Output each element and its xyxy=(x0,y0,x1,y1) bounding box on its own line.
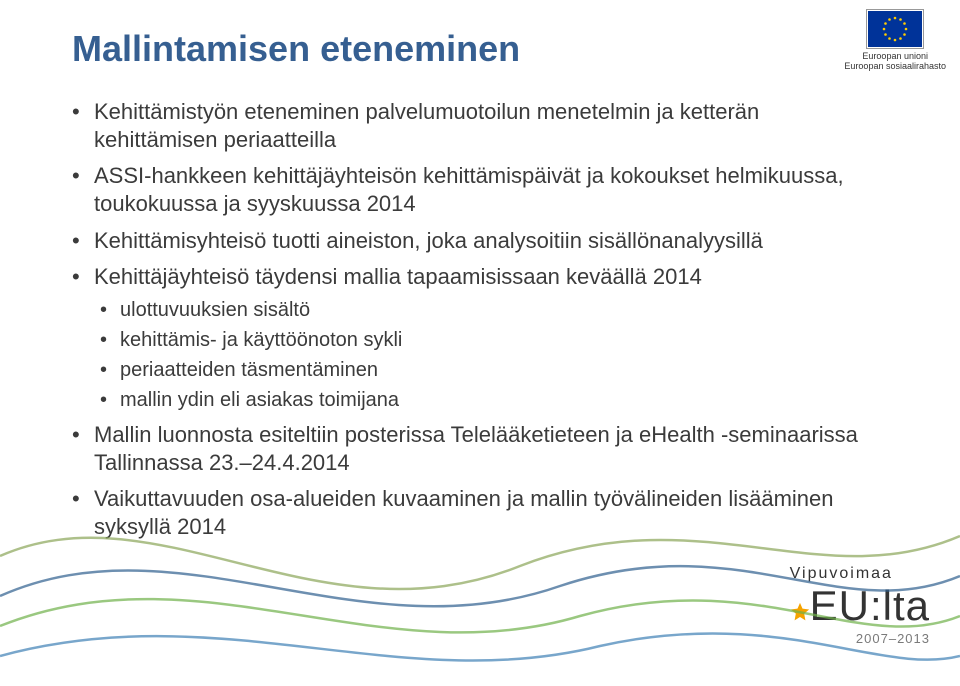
bullet-text: periaatteiden täsmentäminen xyxy=(120,359,378,381)
bullet-text: kehittämis- ja käyttöönoton sykli xyxy=(120,329,402,351)
vipu-main-text: EU:lta xyxy=(790,585,930,627)
list-item: periaatteiden täsmentäminen xyxy=(100,357,888,383)
list-item: ASSI-hankkeen kehittäjäyhteisön kehittäm… xyxy=(72,162,888,218)
list-item: Vaikuttavuuden osa-alueiden kuvaaminen j… xyxy=(72,485,888,541)
list-item: mallin ydin eli asiakas toimijana xyxy=(100,387,888,413)
vipu-top-text: Vipuvoimaa xyxy=(790,565,930,583)
eu-text-line1: Euroopan unioni xyxy=(844,51,946,61)
bullet-text: ulottuvuuksien sisältö xyxy=(120,299,310,321)
bullet-text: ASSI-hankkeen kehittäjäyhteisön kehittäm… xyxy=(94,163,844,216)
eu-flag-icon xyxy=(867,10,923,48)
sub-bullet-list: ulottuvuuksien sisältö kehittämis- ja kä… xyxy=(94,297,888,413)
list-item: Kehittämistyön eteneminen palvelumuotoil… xyxy=(72,98,888,154)
list-item: Mallin luonnosta esiteltiin posterissa T… xyxy=(72,421,888,477)
slide: Mallintamisen eteneminen Kehittämistyön … xyxy=(0,0,960,686)
bullet-text: Mallin luonnosta esiteltiin posterissa T… xyxy=(94,422,858,475)
vipu-main-label: EU:lta xyxy=(810,582,930,629)
star-icon xyxy=(790,602,810,622)
vipu-years-text: 2007–2013 xyxy=(790,631,930,646)
page-title: Mallintamisen eteneminen xyxy=(72,28,888,70)
vipuvoimaa-logo: Vipuvoimaa EU:lta 2007–2013 xyxy=(790,565,930,646)
bullet-text: Vaikuttavuuden osa-alueiden kuvaaminen j… xyxy=(94,486,834,539)
bullet-text: Kehittämisyhteisö tuotti aineiston, joka… xyxy=(94,228,763,253)
list-item: Kehittäjäyhteisö täydensi mallia tapaami… xyxy=(72,263,888,413)
bullet-text: Kehittäjäyhteisö täydensi mallia tapaami… xyxy=(94,264,702,289)
eu-logo-block: Euroopan unioni Euroopan sosiaalirahasto xyxy=(844,10,946,72)
list-item: Kehittämisyhteisö tuotti aineiston, joka… xyxy=(72,227,888,255)
bullet-text: mallin ydin eli asiakas toimijana xyxy=(120,389,399,411)
eu-text-line2: Euroopan sosiaalirahasto xyxy=(844,61,946,71)
list-item: ulottuvuuksien sisältö xyxy=(100,297,888,323)
bullet-list: Kehittämistyön eteneminen palvelumuotoil… xyxy=(72,98,888,542)
list-item: kehittämis- ja käyttöönoton sykli xyxy=(100,327,888,353)
bullet-text: Kehittämistyön eteneminen palvelumuotoil… xyxy=(94,99,759,152)
